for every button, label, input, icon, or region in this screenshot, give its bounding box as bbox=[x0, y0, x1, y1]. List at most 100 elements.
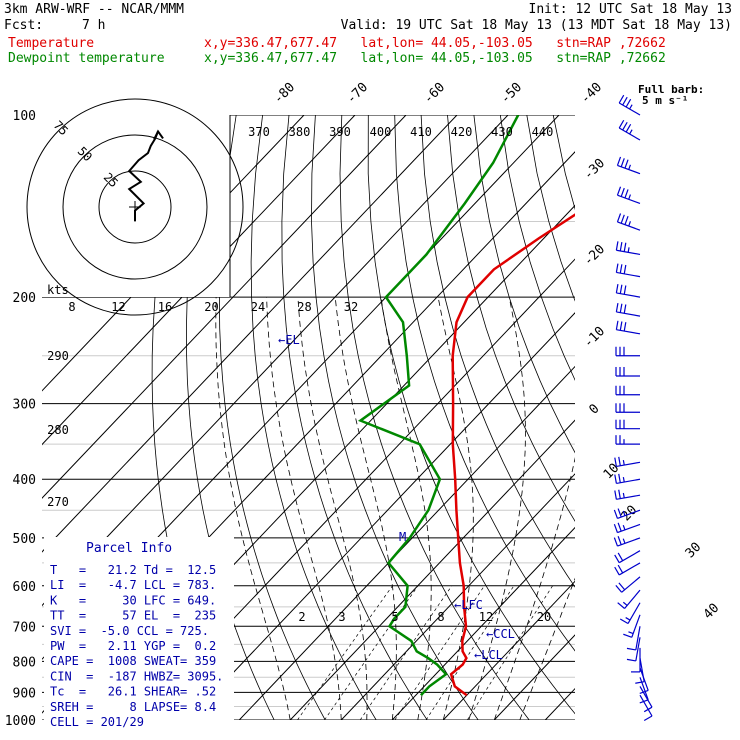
isotherm-label: -60 bbox=[421, 80, 448, 107]
dry-adiabat bbox=[394, 115, 575, 652]
moist-adiabat bbox=[437, 297, 474, 720]
init-time: Init: 12 UTC Sat 18 May 13 bbox=[528, 2, 733, 17]
isotherm-line bbox=[596, 115, 740, 720]
dewpoint-location: x,y=336.47,677.47 lat,lon= 44.05,-103.05… bbox=[204, 51, 666, 66]
dry-adiabat bbox=[420, 115, 575, 588]
isotherm-line bbox=[340, 473, 575, 720]
isotherm-label: -30 bbox=[581, 156, 608, 183]
theta-left-label: 270 bbox=[47, 495, 69, 509]
hodograph-ring bbox=[98, 170, 172, 244]
moist-adiabat bbox=[380, 297, 432, 720]
wind-barb bbox=[613, 536, 641, 547]
wind-barb bbox=[615, 241, 641, 256]
dry-adiabat bbox=[367, 115, 575, 715]
parcel-info-row: CELL = 201/29 bbox=[50, 715, 144, 729]
mixing-ratio-line bbox=[467, 585, 553, 720]
isotherm-label: 0 bbox=[586, 401, 602, 417]
moist-adiabat bbox=[468, 297, 526, 720]
wind-barb bbox=[615, 419, 640, 430]
pressure-tick-label: 200 bbox=[13, 291, 36, 306]
mixing-ratio-line bbox=[324, 585, 419, 720]
dewpoint-profile bbox=[357, 115, 520, 697]
pressure-tick-label: 1000 bbox=[5, 714, 36, 729]
pressure-tick-label: 100 bbox=[13, 109, 36, 124]
pressure-tick-label: 300 bbox=[13, 398, 36, 413]
speed-axis-label: 16 bbox=[158, 300, 172, 314]
isotherm-line bbox=[391, 526, 575, 720]
dry-adiabat bbox=[526, 115, 575, 302]
isotherm-label: -20 bbox=[581, 242, 608, 269]
dry-adiabat bbox=[685, 115, 740, 733]
temperature-legend: Temperature bbox=[8, 36, 95, 51]
dry-adiabat bbox=[606, 115, 740, 733]
parcel-info-row: SREH = 8 LAPSE= 8.4 bbox=[50, 700, 216, 714]
speed-axis-label: 24 bbox=[251, 300, 265, 314]
hodograph-arrow bbox=[153, 129, 164, 140]
moist-adiabat bbox=[493, 456, 575, 720]
hodograph-panel bbox=[42, 115, 230, 297]
wind-barb bbox=[639, 694, 653, 722]
mixing-ratio-label: 20 bbox=[537, 610, 551, 624]
wind-barb bbox=[618, 94, 641, 116]
wind-barb bbox=[615, 435, 640, 445]
fcst-label: Fcst: bbox=[4, 18, 44, 33]
parcel-info-row: LI = -4.7 LCL = 783. bbox=[50, 578, 216, 592]
isotherm-line bbox=[493, 634, 575, 720]
wind-barb bbox=[618, 119, 641, 141]
parcel-info-row: T = 21.2 Td = 12.5 bbox=[50, 563, 216, 577]
mixing-ratio-label: 8 bbox=[437, 610, 444, 624]
pressure-tick-label: 600 bbox=[13, 580, 36, 595]
moist-adiabat bbox=[519, 577, 575, 720]
wind-barb bbox=[615, 263, 641, 278]
wind-barb bbox=[614, 489, 641, 500]
dry-adiabat bbox=[580, 115, 740, 733]
pressure-tick-label: 700 bbox=[13, 620, 36, 635]
parcel-info-row: CIN = -187 HWBZ= 3095. bbox=[50, 669, 223, 683]
isotherm-label: 30 bbox=[683, 540, 705, 562]
isotherm-line bbox=[289, 419, 575, 720]
theta-left-label: 290 bbox=[47, 349, 69, 363]
dry-adiabat bbox=[473, 115, 575, 454]
mixing-ratio-label: 3 bbox=[338, 610, 345, 624]
isotherm-line bbox=[442, 580, 575, 720]
wind-barb bbox=[626, 626, 641, 651]
hodograph-ring bbox=[62, 134, 208, 280]
wind-barb bbox=[613, 508, 641, 519]
isotherm-label: -10 bbox=[581, 324, 608, 351]
wind-barb bbox=[615, 302, 641, 317]
mixing-ratio-label: 2 bbox=[298, 610, 305, 624]
dry-adiabat bbox=[552, 115, 575, 211]
parcel-info-row: K = 30 LFC = 649. bbox=[50, 593, 216, 607]
barb-legend-line1: Full barb: bbox=[638, 83, 704, 96]
speed-axis-label: 12 bbox=[111, 300, 125, 314]
dry-adiabat bbox=[712, 115, 740, 733]
theta-label: 410 bbox=[410, 125, 432, 139]
dry-adiabat bbox=[632, 115, 740, 733]
wind-barb bbox=[614, 562, 641, 576]
wind-barb bbox=[614, 456, 641, 468]
wind-barb bbox=[619, 602, 641, 625]
wind-barb bbox=[623, 614, 641, 638]
dry-adiabat bbox=[659, 115, 740, 733]
wind-barb bbox=[615, 385, 640, 396]
parcel-info-row: PW = 2.11 YGP = 0.2 bbox=[50, 639, 216, 653]
ccl-annotation: ←CCL bbox=[486, 627, 515, 641]
mixing-ratio-line bbox=[359, 585, 453, 720]
wind-barb bbox=[626, 637, 641, 662]
lfc-annotation: ←LFC bbox=[454, 598, 483, 612]
lcl-annotation: ←LCL bbox=[474, 648, 503, 662]
wind-barb bbox=[617, 589, 641, 609]
valid-time: Valid: 19 UTC Sat 18 May 13 (13 MDT Sat … bbox=[340, 18, 732, 33]
wind-barb bbox=[613, 522, 641, 534]
speed-axis-label: 8 bbox=[68, 300, 75, 314]
dry-adiabat bbox=[218, 115, 326, 720]
temperature-location: x,y=336.47,677.47 lat,lon= 44.05,-103.05… bbox=[204, 36, 666, 51]
fcst-value: 7 h bbox=[82, 18, 106, 33]
isotherm-label: -50 bbox=[498, 80, 525, 107]
theta-label: 420 bbox=[451, 125, 473, 139]
parcel-info-row: Tc = 26.1 SHEAR= .52 bbox=[50, 685, 216, 699]
barb-legend-line2: 5 m s⁻¹ bbox=[642, 94, 688, 107]
mixing-ratio-label: 12 bbox=[479, 610, 493, 624]
kts-label: kts bbox=[47, 283, 69, 297]
